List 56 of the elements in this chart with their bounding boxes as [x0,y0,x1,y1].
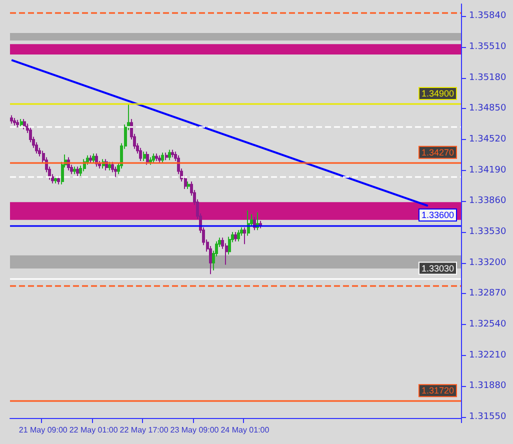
ref-line-label: 1.33600 [421,210,454,220]
y-tick-label: 1.34520 [469,134,506,145]
x-tick-label: 22 May 17:00 [120,426,169,434]
candlestick [243,226,246,245]
candlestick [89,154,92,164]
candlestick [92,153,95,164]
y-tick-label: 1.35510 [469,42,506,52]
ref-line-label: 1.33030 [421,263,454,274]
y-tick-label: 1.34850 [469,104,506,114]
y-tick-label: 1.32540 [469,320,506,330]
candlestick [111,161,114,173]
candlestick [187,181,190,190]
candlestick [228,236,231,255]
x-tick-label: 22 May 01:00 [69,426,118,434]
candlestick [155,153,158,162]
candlestick [13,118,16,126]
x-tick-label: 24 May 01:00 [220,426,270,434]
y-tick-label: 1.31550 [469,412,506,422]
y-tick-label: 1.35840 [469,11,506,22]
candlestick [54,175,57,184]
x-tick-label: 21 May 09:00 [18,426,68,434]
candlestick [152,153,155,164]
candlestick [149,156,152,166]
candlestick [57,175,60,185]
candlestick [139,147,142,162]
candlestick [73,166,76,175]
y-tick-label: 1.32210 [469,350,506,360]
ref-line-label: 1.34270 [421,147,454,158]
y-tick-label: 1.31880 [469,381,506,392]
ref-line-label: 1.31720 [421,386,454,396]
y-tick-label: 1.32870 [469,288,506,299]
candlestick [234,232,237,242]
candlestick [114,166,117,178]
y-tick-label: 1.33530 [469,227,506,238]
x-tick-label: 23 May 09:00 [170,426,220,434]
candlestick [247,210,250,236]
candlestick [20,118,23,128]
candlestick [108,161,111,171]
candlestick [23,118,26,130]
candlestick [143,151,146,162]
y-tick-label: 1.34190 [469,165,506,176]
candlestick [165,152,168,161]
candlestick [10,114,13,124]
y-tick-label: 1.33860 [469,196,506,206]
candlestick [168,149,171,161]
candlestick [146,151,149,166]
candlestick [76,166,79,176]
candlestick [158,154,161,164]
candlestick [16,119,19,128]
ref-line-label: 1.34900 [421,88,454,98]
candlestick [161,152,164,164]
candlestick [171,149,174,158]
candlestick [259,220,262,229]
candlestick [237,230,240,242]
y-tick-label: 1.35180 [469,72,506,83]
y-tick-label: 1.33200 [469,258,506,268]
